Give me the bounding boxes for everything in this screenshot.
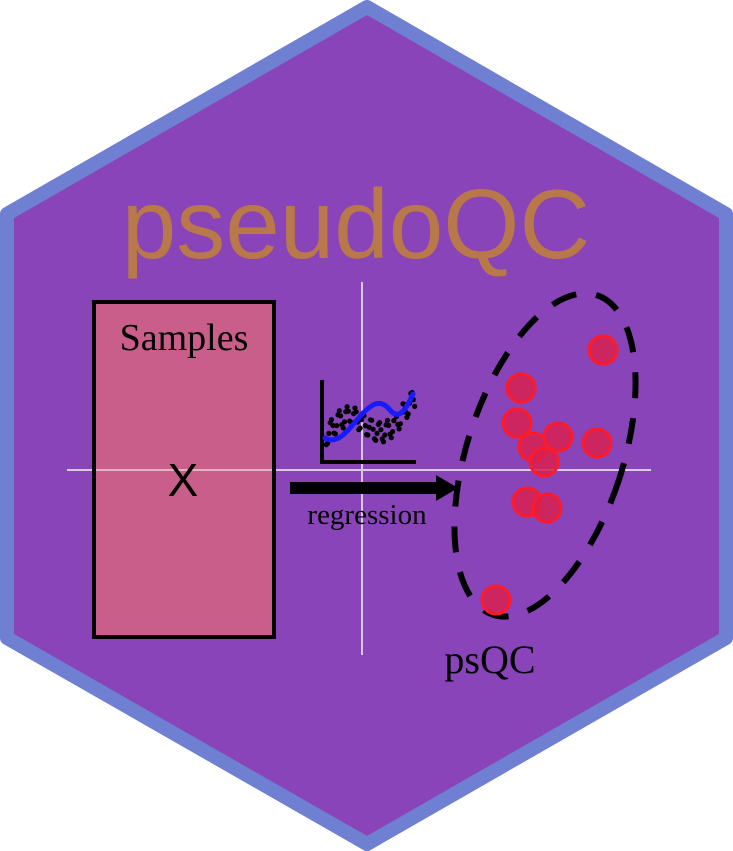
mini-chart-dot <box>344 404 350 410</box>
psqc-point <box>531 492 563 524</box>
mini-chart-dot <box>378 427 384 433</box>
mini-chart-dot <box>405 411 411 417</box>
regression-curve <box>322 391 416 443</box>
mini-regression-chart <box>320 380 418 464</box>
mini-chart-dot <box>338 413 344 419</box>
mini-chart-dot <box>366 424 372 430</box>
mini-chart-dot <box>382 432 388 438</box>
mini-chart-dot <box>397 421 403 427</box>
mini-chart-dot <box>353 409 359 415</box>
mini-chart-dot <box>369 417 375 423</box>
psqc-point <box>587 334 619 366</box>
mini-chart-dot <box>365 432 371 438</box>
psqc-point <box>581 427 613 459</box>
regression-arrow <box>290 475 458 501</box>
mini-chart-dot <box>388 435 394 441</box>
mini-chart-dot <box>370 426 376 432</box>
mini-chart-dot <box>362 423 368 429</box>
psqc-point <box>501 407 533 439</box>
mini-chart-dot <box>326 430 332 436</box>
matrix-x-label: X <box>168 454 199 506</box>
mini-chart-dot <box>345 408 351 414</box>
samples-label: Samples <box>120 317 249 359</box>
mini-chart-dot <box>380 439 387 445</box>
mini-chart-dot <box>391 418 397 424</box>
mini-chart-dot <box>334 423 340 429</box>
psqc-point <box>528 446 560 478</box>
mini-chart-dot <box>377 420 383 426</box>
psqc-point <box>480 584 512 616</box>
arrow-head <box>436 475 458 501</box>
mini-chart-dot <box>357 425 363 431</box>
mini-chart-dot <box>412 403 418 409</box>
mini-chart-dot <box>373 437 379 443</box>
mini-chart-dot <box>396 426 402 432</box>
mini-chart-dot <box>390 429 396 435</box>
psqc-point <box>542 421 574 453</box>
mini-chart-dot <box>384 417 390 424</box>
mini-chart-dot <box>374 430 380 436</box>
mini-chart-dot <box>340 425 346 431</box>
mini-chart-dot <box>386 422 392 428</box>
mini-chart-axes <box>320 380 416 464</box>
psqc-label: psQC <box>444 637 535 682</box>
regression-label: regression <box>307 499 427 531</box>
mini-chart-dot <box>328 417 335 423</box>
psqc-point <box>505 372 537 404</box>
psqc-points <box>480 334 619 616</box>
mini-chart-dot <box>336 408 342 414</box>
mini-chart-dot <box>341 419 348 425</box>
mini-chart-dot <box>330 422 336 429</box>
mini-chart-dot <box>332 431 338 437</box>
logo-title: pseudoQC <box>122 169 591 279</box>
